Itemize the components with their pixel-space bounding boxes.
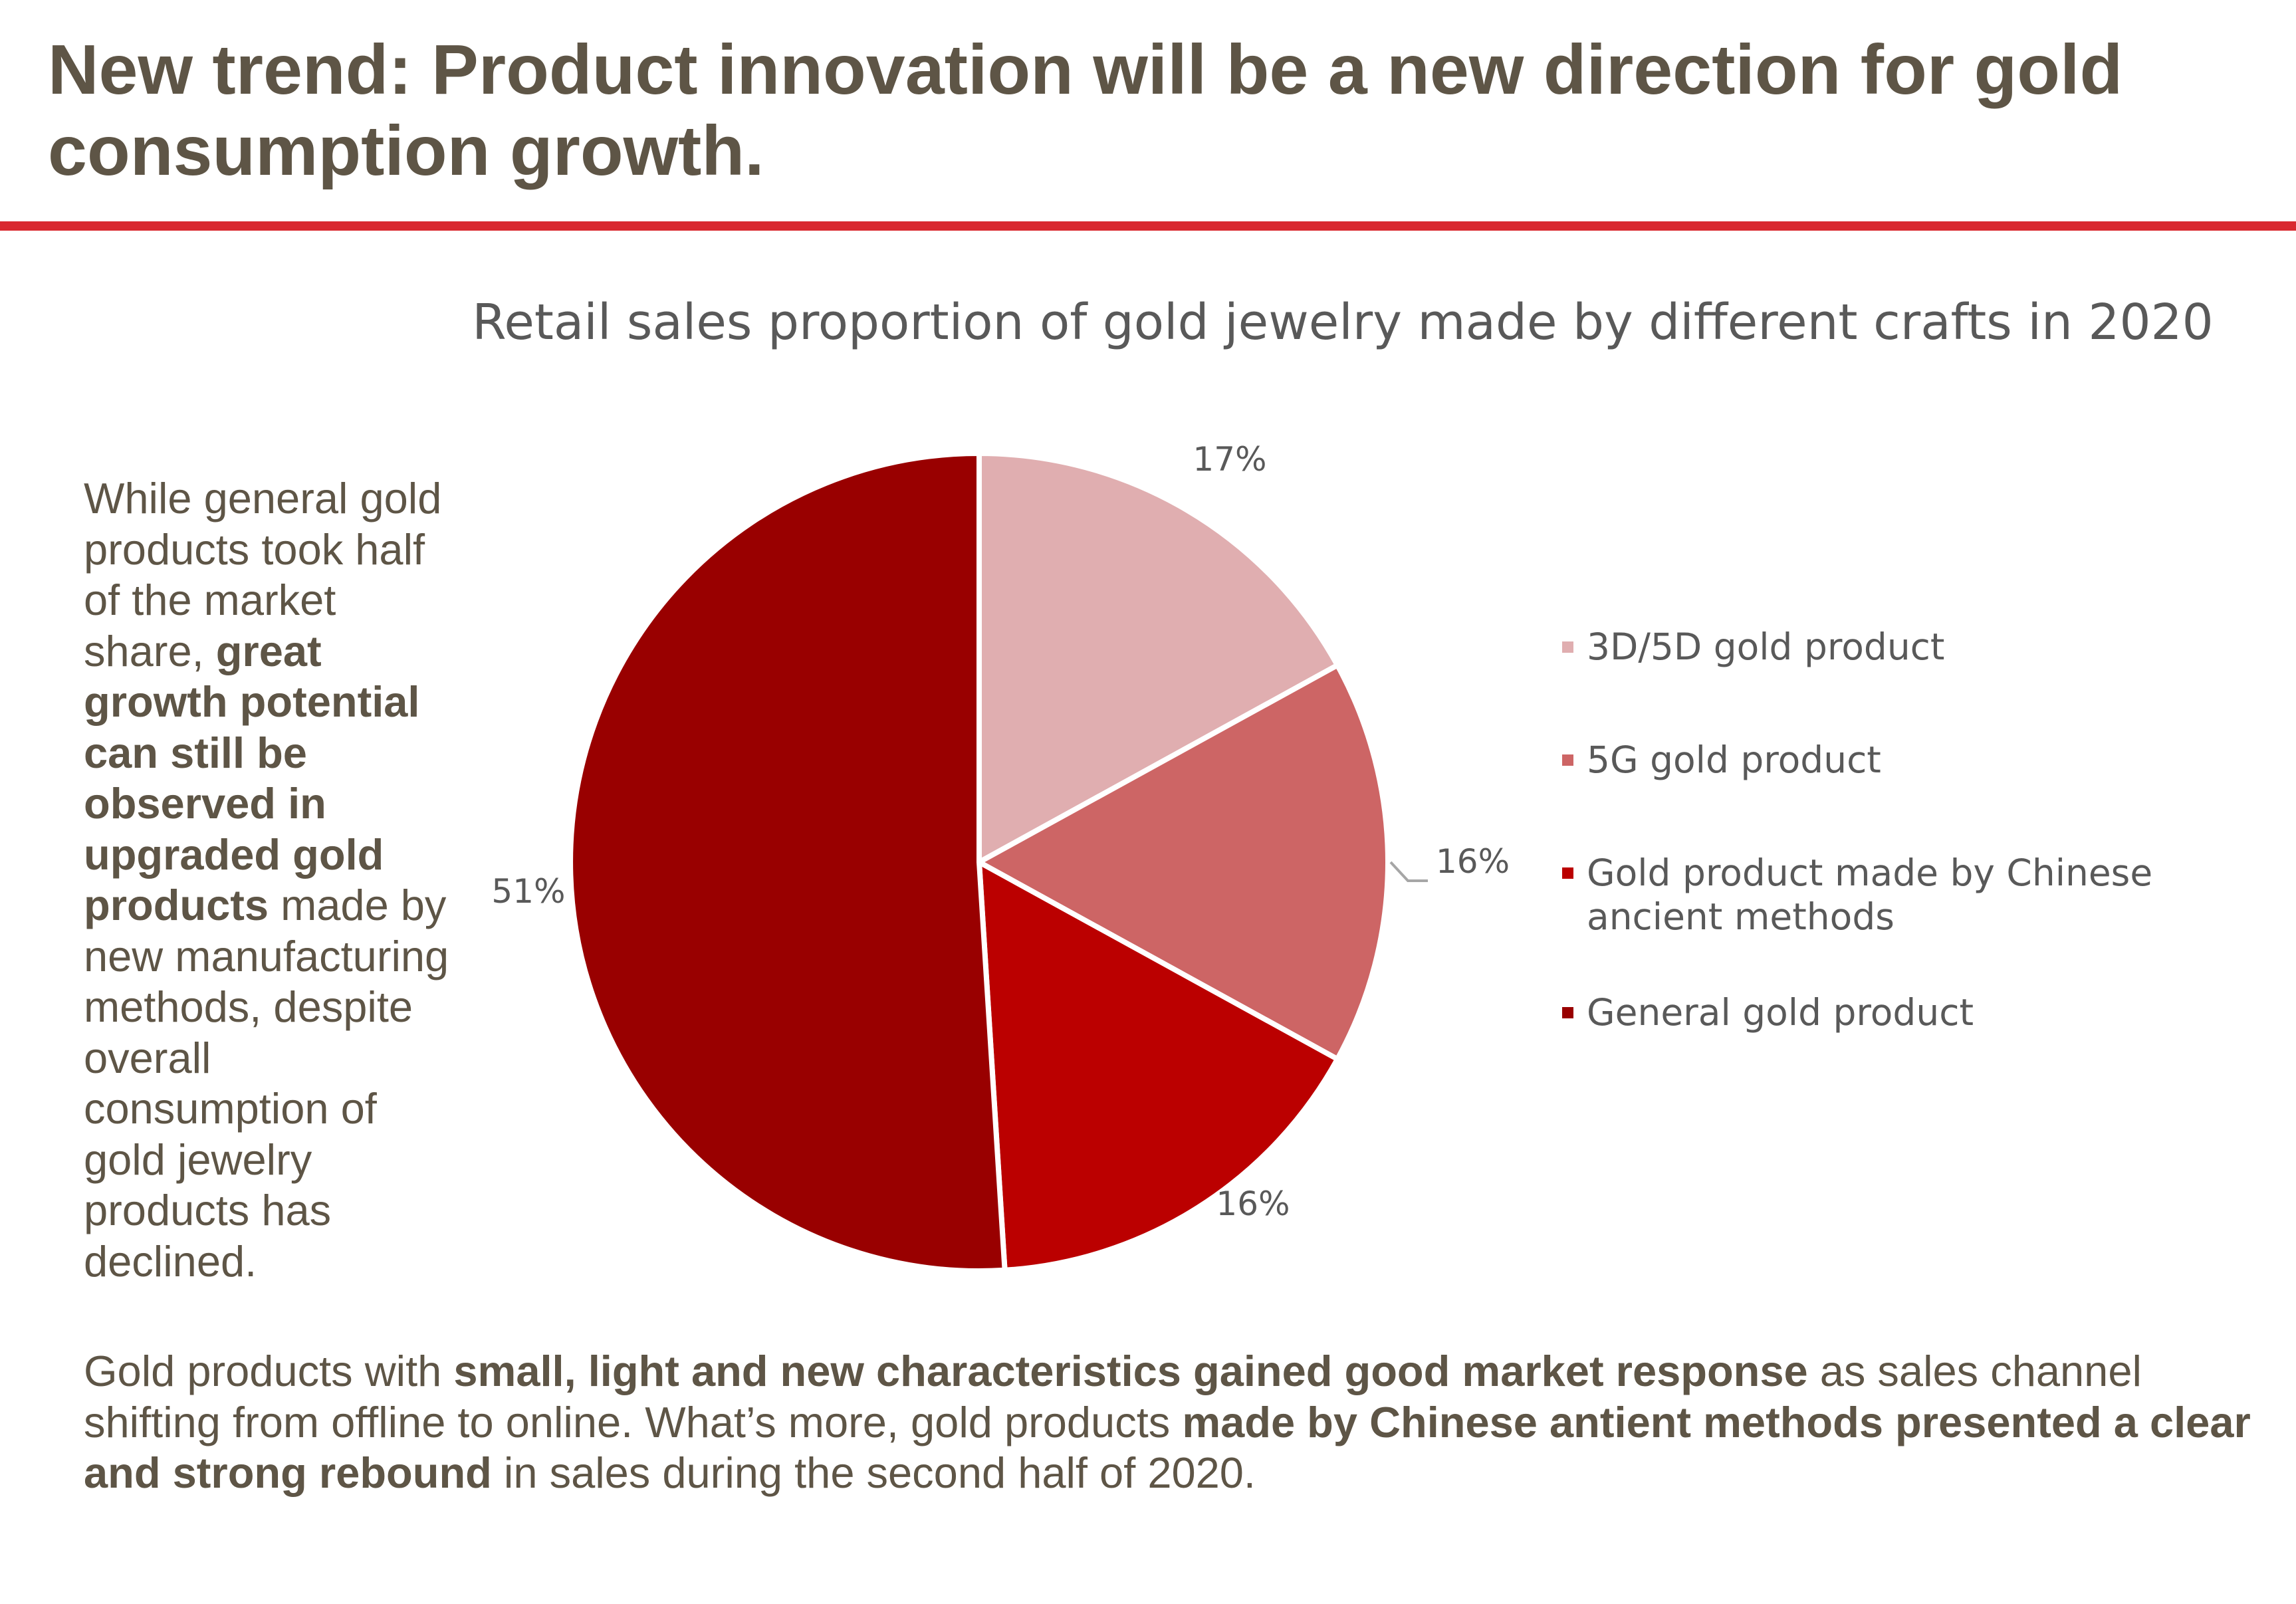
title-divider bbox=[0, 221, 2296, 231]
pie-slice bbox=[976, 662, 1391, 1062]
data-label: 51% bbox=[491, 872, 565, 911]
legend-label: General gold product bbox=[1587, 991, 1974, 1034]
legend-item: General gold product bbox=[1562, 990, 2285, 1034]
bottom-text-emphasis: made by Chinese antient methods presente… bbox=[84, 1397, 2251, 1498]
legend-swatch bbox=[1562, 1007, 1573, 1018]
label-leader-line bbox=[1389, 861, 1428, 882]
pie-data-labels: 17% 16% 16% 51% bbox=[491, 440, 1510, 1223]
side-text-part: While general gold products took half of… bbox=[84, 474, 442, 675]
pie-slice bbox=[568, 451, 1008, 1274]
legend-item: 5G gold product bbox=[1562, 738, 2285, 782]
data-label: 16% bbox=[1436, 842, 1510, 881]
pie-slices bbox=[568, 451, 1391, 1274]
legend-label: 5G gold product bbox=[1587, 739, 1881, 781]
bottom-text-part: Gold products with bbox=[84, 1347, 454, 1395]
bottom-description: Gold products with small, light and new … bbox=[84, 1346, 2251, 1499]
bottom-text-part: in sales during the second half of 2020. bbox=[491, 1448, 1256, 1497]
legend-swatch bbox=[1562, 867, 1573, 879]
legend-item: Gold product made by Chinese ancient met… bbox=[1562, 851, 2285, 939]
chart-title: Retail sales proportion of gold jewelry … bbox=[472, 294, 2214, 351]
pie-slice bbox=[976, 859, 1340, 1273]
bottom-text-emphasis: small, light and new characteristics gai… bbox=[453, 1347, 1808, 1395]
side-text-part: made by new manufacturing methods, despi… bbox=[84, 881, 449, 1286]
legend-swatch bbox=[1562, 641, 1573, 653]
pie-slice bbox=[976, 451, 1340, 865]
bottom-text-part: as sales channel shifting from offline t… bbox=[84, 1347, 2142, 1446]
side-description: While general gold products took half of… bbox=[84, 473, 456, 1287]
legend-item: 3D/5D gold product bbox=[1562, 625, 2285, 669]
side-text-emphasis: great growth potential can still be obse… bbox=[84, 626, 420, 930]
data-label: 16% bbox=[1216, 1185, 1290, 1223]
page-title: New trend: Product innovation will be a … bbox=[48, 31, 2123, 190]
data-label: 17% bbox=[1193, 440, 1266, 479]
legend-label: Gold product made by Chinese ancient met… bbox=[1587, 852, 2153, 938]
legend-swatch bbox=[1562, 754, 1573, 766]
legend-label: 3D/5D gold product bbox=[1587, 626, 1945, 668]
